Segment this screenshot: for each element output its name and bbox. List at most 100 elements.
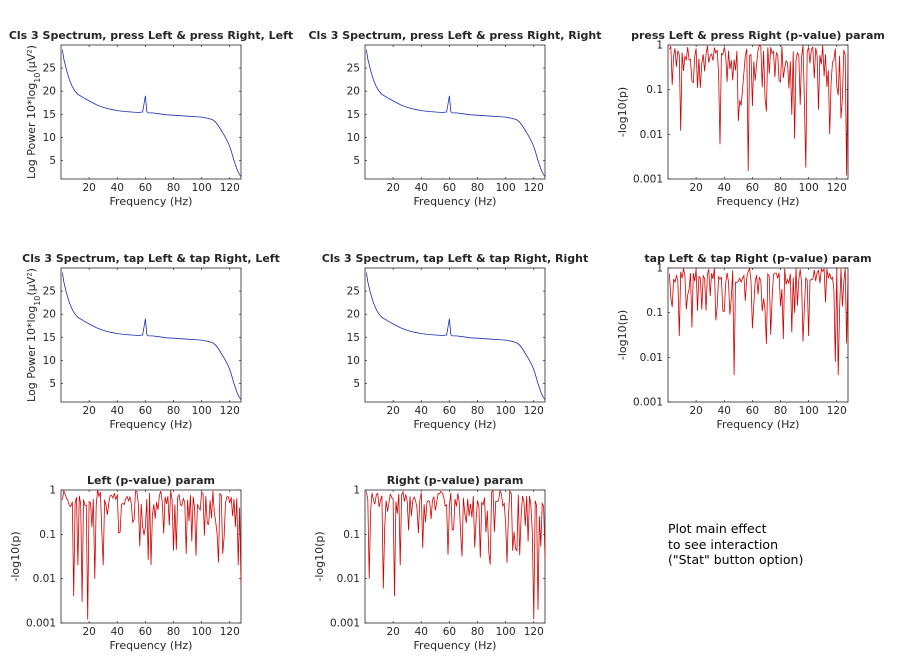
y-tick-label: 15 (347, 332, 360, 344)
y-tick-label: 20 (43, 309, 56, 321)
x-tick-label: 120 (524, 182, 544, 194)
x-tick-label: 100 (799, 182, 819, 194)
y-tick-label: 10 (347, 132, 360, 144)
x-tick-label: 20 (82, 626, 95, 638)
y-tick-label: 15 (43, 109, 56, 121)
x-tick-label: 100 (496, 405, 516, 417)
y-tick-label: 20 (43, 86, 56, 98)
x-tick-label: 40 (718, 405, 731, 417)
subplot-5: 20 40 60 80 100 120 5 10 15 20 25 Cls 3 Spectrum, t… (322, 252, 588, 431)
axes-box (364, 44, 546, 180)
y-tick-label: 25 (347, 63, 360, 75)
x-tick-label: 60 (139, 405, 152, 417)
chart-title: Cls 3 Spectrum, tap Left & tap Right, Ri… (322, 252, 588, 265)
y-tick-label: 15 (347, 109, 360, 121)
x-tick-label: 100 (192, 405, 212, 417)
y-tick-label: 10 (43, 355, 56, 367)
y-tick-label: 0.01 (337, 573, 360, 585)
x-tick-label: 100 (192, 182, 212, 194)
y-tick-label: 0.001 (330, 618, 360, 630)
y-tick-label: 1 (353, 485, 360, 497)
x-tick-label: 100 (799, 405, 819, 417)
y-tick-label: 5 (49, 155, 56, 167)
y-tick-label: 0.001 (633, 174, 663, 186)
y-tick-label: 10 (43, 132, 56, 144)
y-tick-label: 0.1 (39, 529, 56, 541)
x-tick-label: 20 (386, 405, 399, 417)
series-line (366, 272, 546, 400)
x-tick-label: 120 (220, 626, 240, 638)
chart-title: Right (p-value) param (387, 474, 524, 487)
x-tick-label: 40 (111, 182, 124, 194)
x-tick-label: 20 (386, 182, 399, 194)
x-tick-label: 120 (827, 405, 847, 417)
note-line-2: to see interaction (668, 536, 778, 552)
note-line-1: Plot main effect (668, 521, 767, 536)
x-tick-label: 60 (139, 182, 152, 194)
x-tick-label: 120 (524, 405, 544, 417)
x-tick-label: 80 (167, 405, 180, 417)
subplot-8: 20 40 60 80 100 120 0.001 0.01 0.1 1 Right (p-valu… (313, 474, 546, 652)
subplot-4: 20 40 60 80 100 120 5 10 15 20 25 Cls 3 Spectrum, t… (22, 252, 280, 431)
y-axis-label: -log10(p) (616, 310, 629, 360)
axes-box (364, 267, 546, 403)
y-tick-label: 10 (347, 355, 360, 367)
axes-box (667, 267, 849, 403)
x-tick-label: 60 (443, 182, 456, 194)
chart-title: Cls 3 Spectrum, tap Left & tap Right, Le… (22, 252, 280, 265)
y-axis-label: Log Power 10*log10(μV²) (25, 268, 42, 402)
y-tick-label: 0.01 (640, 129, 663, 141)
subplot-2: 20 40 60 80 100 120 5 10 15 20 25 Cls 3 Spectrum, p… (308, 29, 601, 208)
series-line (62, 272, 242, 400)
x-tick-label: 100 (496, 626, 516, 638)
x-tick-label: 40 (111, 405, 124, 417)
x-tick-label: 100 (496, 182, 516, 194)
x-tick-label: 60 (443, 626, 456, 638)
x-tick-label: 80 (167, 182, 180, 194)
x-tick-label: 80 (167, 626, 180, 638)
y-tick-label: 0.01 (640, 352, 663, 364)
x-tick-label: 40 (111, 626, 124, 638)
x-axis-label: Frequency (Hz) (110, 639, 193, 652)
y-axis-label: -log10(p) (616, 87, 629, 137)
y-tick-label: 1 (656, 40, 663, 52)
y-tick-label: 0.01 (33, 573, 56, 585)
chart-title: Cls 3 Spectrum, press Left & press Right… (9, 29, 293, 42)
x-tick-label: 120 (220, 182, 240, 194)
y-tick-label: 20 (347, 309, 360, 321)
x-tick-label: 40 (415, 182, 428, 194)
y-tick-label: 25 (43, 286, 56, 298)
x-tick-label: 80 (774, 182, 787, 194)
axes-box (667, 44, 849, 180)
subplot-1: 20 40 60 80 100 120 5 10 15 20 25 Cls 3 Spectrum, p… (9, 29, 293, 208)
y-tick-label: 0.001 (26, 618, 56, 630)
series-line (669, 44, 849, 176)
x-tick-label: 60 (139, 626, 152, 638)
y-tick-label: 25 (43, 63, 56, 75)
x-tick-label: 60 (443, 405, 456, 417)
x-tick-label: 20 (82, 182, 95, 194)
y-tick-label: 25 (347, 286, 360, 298)
y-tick-label: 5 (353, 155, 360, 167)
y-tick-label: 5 (353, 378, 360, 390)
note-line-3: ("Stat" button option) (668, 552, 804, 567)
y-tick-label: 5 (49, 378, 56, 390)
y-axis-label: -log10(p) (9, 531, 22, 581)
y-tick-label: 15 (43, 332, 56, 344)
axes-box (60, 44, 242, 180)
series-line (669, 267, 849, 376)
x-tick-label: 80 (471, 182, 484, 194)
x-tick-label: 40 (415, 626, 428, 638)
x-tick-label: 120 (220, 405, 240, 417)
chart-title: Left (p-value) param (87, 474, 215, 487)
x-tick-label: 80 (471, 405, 484, 417)
chart-title: Cls 3 Spectrum, press Left & press Right… (308, 29, 601, 42)
x-tick-label: 20 (82, 405, 95, 417)
x-axis-label: Frequency (Hz) (110, 418, 193, 431)
series-line (62, 489, 242, 620)
axes-box (60, 267, 242, 403)
y-tick-label: 0.1 (646, 84, 663, 96)
x-tick-label: 40 (718, 182, 731, 194)
